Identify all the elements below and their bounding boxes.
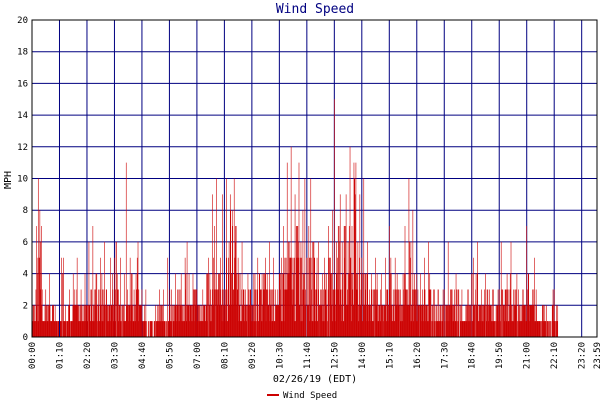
x-tick-label: 03:30: [110, 342, 120, 369]
y-tick-label: 2: [23, 301, 28, 311]
legend-entry-wind-speed: Wind Speed: [283, 391, 337, 400]
x-tick-label: 17:30: [440, 342, 450, 369]
y-tick-label: 0: [23, 333, 28, 343]
y-tick-label: 10: [17, 175, 28, 185]
x-tick-label: 16:20: [413, 342, 423, 369]
x-tick-label: 02:20: [83, 342, 93, 369]
x-tick-label: 05:50: [165, 342, 175, 369]
chart-title: Wind Speed: [276, 2, 354, 17]
y-tick-label: 8: [23, 206, 28, 216]
x-tick-label: 15:10: [385, 342, 395, 369]
x-tick-label: 10:30: [275, 342, 285, 369]
x-tick-label: 19:50: [495, 342, 505, 369]
y-tick-label: 20: [17, 16, 28, 26]
x-tick-label: 21:00: [523, 342, 533, 369]
x-tick-label: 01:10: [55, 342, 65, 369]
x-axis-label: 02/26/19 (EDT): [273, 374, 357, 385]
y-tick-labels: 0 2 4 6 8 10 12 14 16 18 20: [17, 16, 28, 343]
x-tick-label: 23:59: [593, 342, 600, 369]
x-tick-label: 00:00: [28, 342, 38, 369]
x-tick-label: 23:20: [578, 342, 588, 369]
x-tick-label: 09:20: [248, 342, 258, 369]
plot-frame: [31, 19, 598, 338]
legend: Wind Speed: [267, 391, 337, 400]
x-tick-label: 22:10: [550, 342, 560, 369]
x-tick-label: 07:00: [193, 342, 203, 369]
x-tick-label: 11:40: [303, 342, 313, 369]
y-tick-label: 16: [17, 79, 28, 89]
y-tick-label: 6: [23, 238, 28, 248]
y-tick-label: 12: [17, 143, 28, 153]
x-tick-label: 12:50: [330, 342, 340, 369]
y-tick-label: 14: [17, 111, 28, 121]
x-tick-label: 18:40: [468, 342, 478, 369]
x-tick-label: 04:40: [138, 342, 148, 369]
x-tick-label: 14:00: [358, 342, 368, 369]
x-tick-labels: 00:00 01:10 02:20 03:30 04:40 05:50 07:00 08:10…: [28, 342, 600, 369]
y-axis-label: MPH: [3, 171, 14, 189]
y-tick-label: 4: [23, 270, 28, 280]
y-tick-label: 18: [17, 48, 28, 58]
series-bars: [31, 99, 559, 337]
x-tick-label: 08:10: [220, 342, 230, 369]
